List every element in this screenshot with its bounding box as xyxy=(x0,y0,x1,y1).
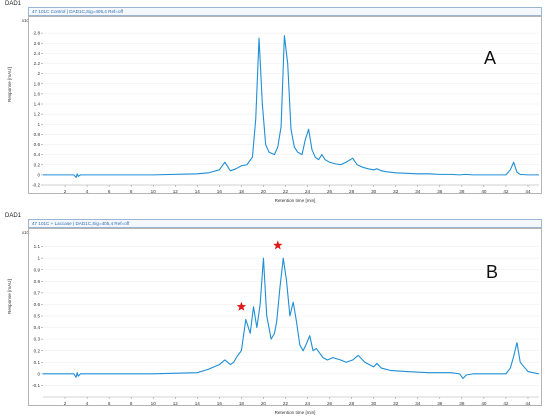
x-tick-label: 30 xyxy=(371,401,377,406)
x-tick-label: 12 xyxy=(173,189,179,194)
y-tick-label: 0.2 xyxy=(34,348,41,353)
chromatogram-panel-a: DAD1 47 101C Control | DAD1C,Sig=405,4 R… xyxy=(0,0,550,208)
y-tick-label: 1.4 xyxy=(34,102,41,107)
x-tick-label: 38 xyxy=(459,189,465,194)
star-marker xyxy=(236,301,247,311)
x-axis-label: Retention time [min] xyxy=(274,410,316,415)
x-tick-label: 26 xyxy=(327,189,333,194)
series-line xyxy=(43,35,539,178)
x-tick-label: 36 xyxy=(437,189,443,194)
y-tick-label: 0.5 xyxy=(34,314,41,319)
x-tick-label: 26 xyxy=(327,401,333,406)
x-tick-label: 10 xyxy=(151,401,157,406)
chart-svg-a: -0.2 0 0.2 0.4 0.6 0.8 1 1.2 1.4 1.6 1.8 2 2.2 2.4 2.6… xyxy=(32,31,539,194)
y-tick-label: 1.8 xyxy=(34,81,41,86)
plot-area: -0.2 0 0.2 0.4 0.6 0.8 1 1.2 1.4 1.6 1.8 2 2.2 2.4 2.6… xyxy=(28,16,542,194)
x-tick-label: 44 xyxy=(525,401,531,406)
y-tick-label: -0.2 xyxy=(32,183,40,188)
x-tick-label: 30 xyxy=(371,189,377,194)
x-tick-label: 42 xyxy=(503,189,509,194)
x-tick-label: 16 xyxy=(217,189,223,194)
trace-label: 47 101C Control | DAD1C,Sig=405,4 Ref=of… xyxy=(32,9,123,14)
chromatogram-panel-b: DAD1 47 101C + Laccase | DAD1C,Sig=405,4… xyxy=(0,212,550,420)
trace-tab[interactable]: 47 101C + Laccase | DAD1C,Sig=405,4 Ref=… xyxy=(28,219,542,228)
x-tick-label: 18 xyxy=(239,401,245,406)
x-tick-label: 10 xyxy=(151,189,157,194)
y-tick-label: 0.1 xyxy=(34,360,41,365)
window-title: DAD1 xyxy=(5,213,22,219)
y-tick-label: 0.7 xyxy=(34,290,41,295)
y-axis-label: Response [mAU] xyxy=(7,279,12,314)
y-tick-label: 2 xyxy=(37,71,40,76)
x-tick-label: 2 xyxy=(64,189,67,194)
y-tick-label: 1 xyxy=(37,256,40,261)
x-axis-label-wrap: Retention time [min] xyxy=(0,198,550,203)
y-tick-label: 2.8 xyxy=(34,31,41,36)
y-tick-label: 0.2 xyxy=(34,162,41,167)
y-tick-label: 0.3 xyxy=(34,337,41,342)
x-tick-label: 16 xyxy=(217,401,223,406)
x-tick-label: 20 xyxy=(261,401,267,406)
y-tick-label: 0 xyxy=(37,371,40,376)
y-tick-label: 0.6 xyxy=(34,302,41,307)
panel-label: B xyxy=(486,262,499,282)
y-tick-label: 0 xyxy=(37,172,40,177)
trace-label: 47 101C + Laccase | DAD1C,Sig=405,4 Ref=… xyxy=(32,221,130,226)
x-tick-label: 12 xyxy=(173,401,179,406)
trace-tab[interactable]: 47 101C Control | DAD1C,Sig=405,4 Ref=of… xyxy=(28,7,542,16)
y-exponent: x10 xyxy=(22,230,29,235)
x-tick-label: 40 xyxy=(481,189,487,194)
y-tick-label: 0.9 xyxy=(34,267,41,272)
x-tick-label: 8 xyxy=(130,189,133,194)
x-tick-label: 28 xyxy=(349,401,355,406)
x-axis-label-wrap: Retention time [min] xyxy=(0,410,550,415)
x-tick-label: 24 xyxy=(305,189,311,194)
x-tick-label: 32 xyxy=(393,189,399,194)
x-tick-label: 32 xyxy=(393,401,399,406)
x-tick-label: 22 xyxy=(283,401,289,406)
x-tick-label: 14 xyxy=(195,401,201,406)
y-tick-label: 1.6 xyxy=(34,91,41,96)
x-tick-label: 20 xyxy=(261,189,267,194)
x-tick-label: 36 xyxy=(437,401,443,406)
series-line xyxy=(43,257,540,380)
x-tick-label: 6 xyxy=(108,401,111,406)
x-tick-label: 34 xyxy=(415,189,421,194)
y-tick-label: 2.2 xyxy=(34,61,41,66)
x-tick-label: 22 xyxy=(283,189,289,194)
x-axis-label: Retention time [min] xyxy=(274,198,316,203)
y-tick-label: 1 xyxy=(37,122,40,127)
x-tick-label: 18 xyxy=(239,189,245,194)
x-tick-label: 2 xyxy=(64,401,67,406)
y-tick-label: 0.6 xyxy=(34,142,41,147)
x-tick-label: 34 xyxy=(415,401,421,406)
x-tick-label: 4 xyxy=(86,189,89,194)
y-tick-label: 2.4 xyxy=(34,51,41,56)
x-tick-label: 6 xyxy=(108,189,111,194)
y-exponent: x10 xyxy=(22,18,29,23)
y-tick-label: 0.8 xyxy=(34,132,41,137)
x-tick-label: 38 xyxy=(459,401,465,406)
window-title: DAD1 xyxy=(5,1,22,7)
y-tick-label: 1.1 xyxy=(34,244,41,249)
panel-label: A xyxy=(484,48,497,68)
x-tick-label: 42 xyxy=(503,401,509,406)
x-tick-label: 8 xyxy=(130,401,133,406)
y-tick-label: 0.4 xyxy=(34,152,41,157)
y-axis-label: Response [mAU] xyxy=(7,67,12,102)
x-tick-label: 14 xyxy=(195,189,201,194)
y-tick-label: -0.1 xyxy=(32,383,40,388)
y-tick-label: 0.8 xyxy=(34,279,41,284)
chart-svg-b: -0.100.10.20.30.40.50.60.70.80.911.12 4 6 8… xyxy=(32,240,540,406)
y-tick-label: 2.6 xyxy=(34,41,41,46)
x-tick-label: 4 xyxy=(86,401,89,406)
x-tick-label: 28 xyxy=(349,189,355,194)
x-tick-label: 40 xyxy=(481,401,487,406)
x-tick-label: 24 xyxy=(305,401,311,406)
x-tick-label: 44 xyxy=(525,189,531,194)
star-marker xyxy=(273,240,283,250)
plot-area: -0.1 0 0.1 0.2 0.3 0.4 0.5 0.6 0.7 0.8 0.9 1 1.1 2 4 6 8… xyxy=(28,228,542,406)
y-tick-label: 1.2 xyxy=(34,112,41,117)
y-tick-label: 0.4 xyxy=(34,325,41,330)
